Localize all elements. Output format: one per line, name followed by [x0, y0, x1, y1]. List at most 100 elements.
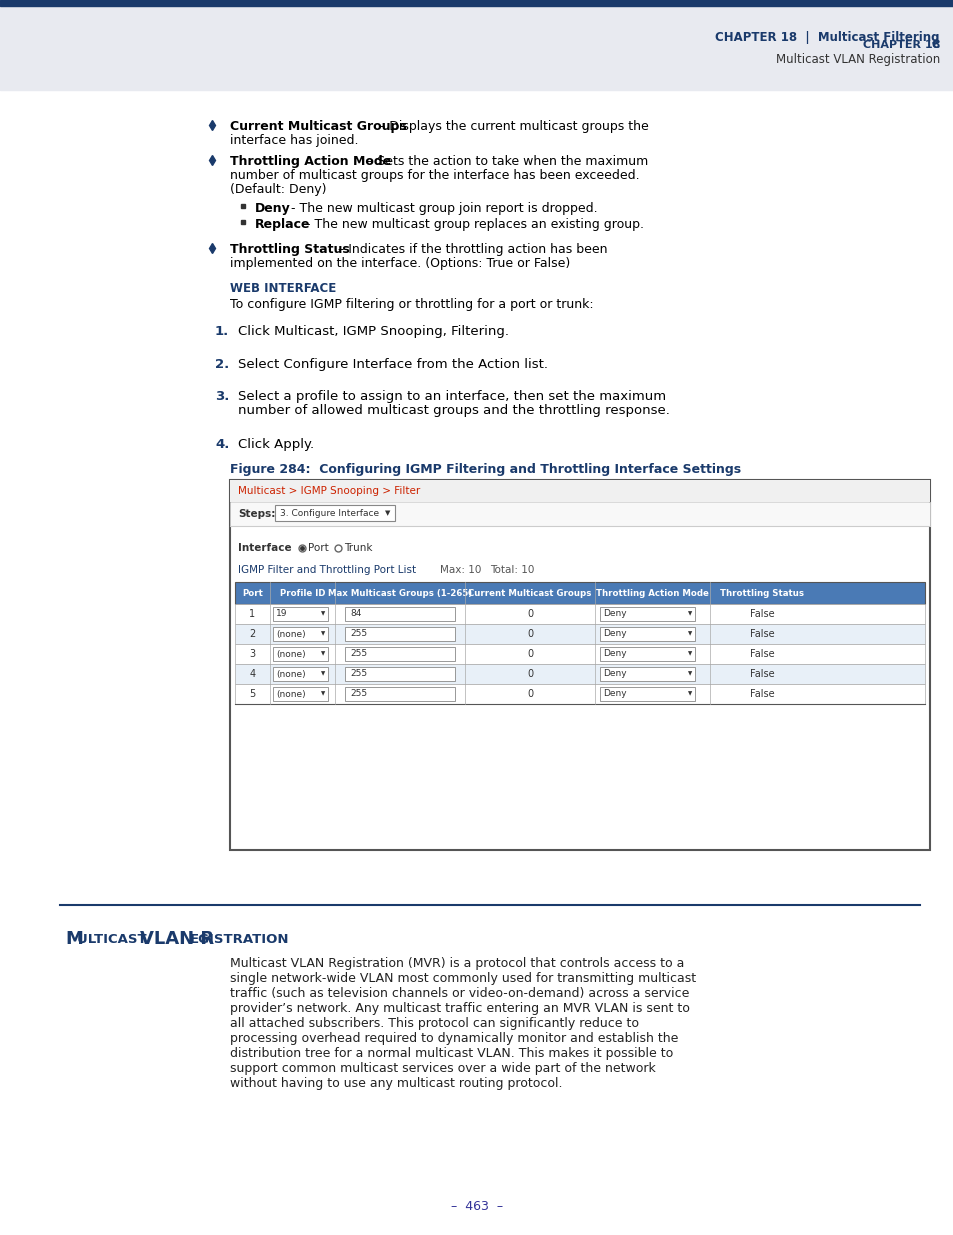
Bar [273, 667, 328, 680]
Text: 0: 0 [526, 669, 533, 679]
Text: ▼: ▼ [385, 510, 391, 516]
Text: 255: 255 [350, 669, 367, 678]
Text: –  463  –: – 463 – [451, 1200, 502, 1213]
Text: single network-wide VLAN most commonly used for transmitting multicast: single network-wide VLAN most commonly u… [230, 972, 696, 986]
Text: 255: 255 [350, 650, 367, 658]
Text: ▼: ▼ [320, 692, 325, 697]
Text: Select Configure Interface from the Action list.: Select Configure Interface from the Acti… [237, 358, 547, 370]
Bar [345, 687, 455, 701]
Text: Deny: Deny [602, 610, 626, 619]
Text: 0: 0 [526, 629, 533, 638]
Text: distribution tree for a normal multicast VLAN. This makes it possible to: distribution tree for a normal multicast… [230, 1047, 673, 1060]
Bar [234, 582, 924, 604]
Text: processing overhead required to dynamically monitor and establish the: processing overhead required to dynamica… [230, 1032, 678, 1045]
Text: IGMP Filter and Throttling Port List: IGMP Filter and Throttling Port List [237, 564, 416, 576]
Text: Click Multicast, IGMP Snooping, Filtering.: Click Multicast, IGMP Snooping, Filterin… [237, 325, 509, 338]
Text: 2.: 2. [214, 358, 229, 370]
Text: 0: 0 [526, 609, 533, 619]
Bar [599, 667, 695, 680]
Text: Deny: Deny [602, 689, 626, 699]
Text: implemented on the interface. (Options: True or False): implemented on the interface. (Options: … [230, 257, 570, 270]
Text: C: C [931, 40, 939, 49]
Bar [0, 0, 953, 90]
Text: 84: 84 [350, 610, 361, 619]
Text: 0: 0 [526, 689, 533, 699]
Text: M: M [65, 930, 83, 948]
Text: traffic (such as television channels or video-on-demand) across a service: traffic (such as television channels or … [230, 987, 689, 1000]
Text: ▼: ▼ [687, 631, 691, 636]
Bar [234, 643, 924, 664]
Text: ▼: ▼ [687, 611, 691, 616]
Text: interface has joined.: interface has joined. [230, 135, 358, 147]
Text: (none): (none) [275, 689, 305, 699]
Text: Throttling Action Mode: Throttling Action Mode [230, 156, 391, 168]
Text: 4.: 4. [214, 438, 229, 451]
Bar [230, 480, 929, 501]
Text: – Sets the action to take when the maximum: – Sets the action to take when the maxim… [363, 156, 648, 168]
Text: 5: 5 [249, 689, 255, 699]
Bar [234, 684, 924, 704]
Text: (none): (none) [275, 630, 305, 638]
Text: Throttling Status: Throttling Status [230, 243, 350, 256]
Text: Trunk: Trunk [344, 543, 372, 553]
Text: Max: 10: Max: 10 [439, 564, 481, 576]
Text: WEB INTERFACE: WEB INTERFACE [230, 282, 335, 295]
Text: Multicast VLAN Registration (MVR) is a protocol that controls access to a: Multicast VLAN Registration (MVR) is a p… [230, 957, 683, 969]
Text: 1.: 1. [214, 325, 229, 338]
Text: Multicast > IGMP Snooping > Filter: Multicast > IGMP Snooping > Filter [237, 487, 420, 496]
Text: (none): (none) [275, 669, 305, 678]
Text: – Displays the current multicast groups the: – Displays the current multicast groups … [375, 120, 648, 133]
Text: support common multicast services over a wide part of the network: support common multicast services over a… [230, 1062, 655, 1074]
Bar [345, 627, 455, 641]
Text: Figure 284:  Configuring IGMP Filtering and Throttling Interface Settings: Figure 284: Configuring IGMP Filtering a… [230, 463, 740, 475]
Text: Interface: Interface [237, 543, 292, 553]
Bar [345, 667, 455, 680]
Text: 255: 255 [350, 630, 367, 638]
Text: Multicast VLAN Registration: Multicast VLAN Registration [775, 53, 939, 67]
Bar [234, 664, 924, 684]
Text: Max Multicast Groups (1-265): Max Multicast Groups (1-265) [328, 589, 472, 598]
Text: Total: 10: Total: 10 [490, 564, 534, 576]
Bar [599, 647, 695, 661]
Bar [273, 687, 328, 701]
Text: Current Multicast Groups: Current Multicast Groups [468, 589, 591, 598]
Text: - The new multicast group replaces an existing group.: - The new multicast group replaces an ex… [302, 219, 643, 231]
Bar [0, 0, 953, 6]
Text: provider’s network. Any multicast traffic entering an MVR VLAN is sent to: provider’s network. Any multicast traffi… [230, 1002, 689, 1015]
Text: all attached subscribers. This protocol can significantly reduce to: all attached subscribers. This protocol … [230, 1016, 639, 1030]
Bar [234, 604, 924, 624]
Text: Deny: Deny [602, 630, 626, 638]
Text: ▼: ▼ [687, 672, 691, 677]
Text: ▼: ▼ [687, 692, 691, 697]
Text: number of allowed multicast groups and the throttling response.: number of allowed multicast groups and t… [237, 404, 669, 417]
Text: ▼: ▼ [320, 672, 325, 677]
Bar [230, 501, 929, 526]
Text: Current Multicast Groups: Current Multicast Groups [230, 120, 406, 133]
Text: EGISTRATION: EGISTRATION [190, 932, 289, 946]
Text: number of multicast groups for the interface has been exceeded.: number of multicast groups for the inter… [230, 169, 639, 182]
Text: 4: 4 [249, 669, 255, 679]
Text: 3.: 3. [214, 390, 229, 403]
Text: Throttling Status: Throttling Status [720, 589, 803, 598]
Bar [273, 647, 328, 661]
Text: Deny: Deny [602, 650, 626, 658]
Text: 1: 1 [249, 609, 255, 619]
Text: Deny: Deny [602, 669, 626, 678]
Text: ULTICAST: ULTICAST [77, 932, 152, 946]
Bar [274, 505, 395, 521]
Text: False: False [749, 650, 774, 659]
Bar [599, 687, 695, 701]
Text: False: False [749, 629, 774, 638]
Text: ▼: ▼ [687, 652, 691, 657]
Text: False: False [749, 689, 774, 699]
Text: 3: 3 [249, 650, 255, 659]
Text: Throttling Action Mode: Throttling Action Mode [596, 589, 708, 598]
Text: CHAPTER 18: CHAPTER 18 [862, 40, 939, 49]
Bar [345, 606, 455, 621]
Text: - The new multicast group join report is dropped.: - The new multicast group join report is… [287, 203, 597, 215]
Bar [234, 624, 924, 643]
Text: To configure IGMP filtering or throttling for a port or trunk:: To configure IGMP filtering or throttlin… [230, 298, 593, 311]
Text: ▼: ▼ [320, 631, 325, 636]
Text: ▼: ▼ [320, 652, 325, 657]
Text: (Default: Deny): (Default: Deny) [230, 183, 326, 196]
